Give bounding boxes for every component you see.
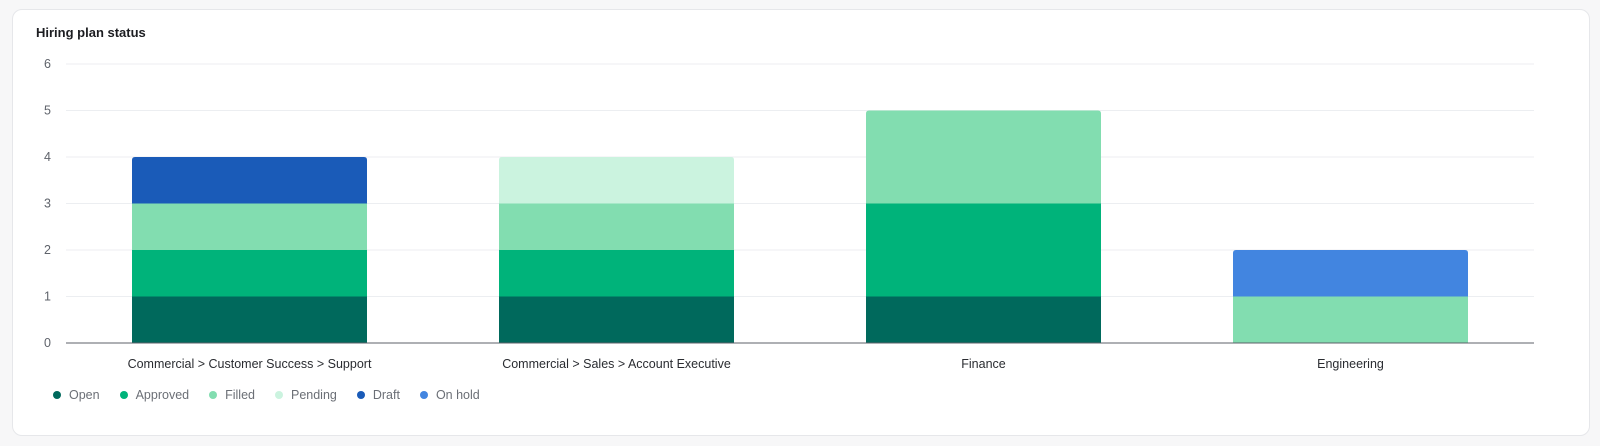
x-tick-label: Finance — [961, 357, 1006, 371]
x-tick-label: Engineering — [1317, 357, 1384, 371]
legend-item[interactable]: Open — [53, 388, 100, 402]
y-tick-label: 3 — [44, 197, 51, 211]
bar-segment — [132, 157, 367, 204]
chart-legend: Open Approved Filled Pending Draft On hold — [53, 388, 500, 402]
hiring-plan-chart: 0 1 2 3 4 5 6 Commercial > Customer Success > S… — [44, 57, 1534, 371]
bar-segment — [1233, 250, 1468, 297]
y-tick-label: 0 — [44, 336, 51, 350]
x-tick-label: Commercial > Customer Success > Support — [128, 357, 372, 371]
legend-label: Pending — [290, 388, 337, 402]
bar-segment — [866, 203, 1101, 297]
bar-segment — [499, 250, 734, 297]
legend-dot-icon — [119, 391, 128, 399]
chart-card: Hiring plan status 0 1 2 3 4 5 6 Commercial > C… — [12, 9, 1590, 436]
chart-title: Hiring plan status — [36, 25, 146, 40]
legend-dot-icon — [209, 391, 218, 399]
bar-segment — [132, 296, 367, 343]
bar-segment — [866, 110, 1101, 204]
legend-dot-icon — [419, 391, 428, 399]
bar-segment — [1233, 296, 1468, 343]
bar-segment — [499, 157, 734, 204]
y-tick-label: 2 — [44, 243, 51, 257]
legend-dot-icon — [53, 391, 61, 399]
bar-segment — [132, 250, 367, 297]
y-tick-label: 4 — [44, 150, 51, 164]
legend-item[interactable]: Draft — [356, 388, 400, 402]
legend-item[interactable]: Approved — [119, 388, 190, 402]
bar-segment — [132, 203, 367, 250]
y-tick-label: 6 — [44, 57, 51, 71]
legend-item[interactable]: Filled — [209, 388, 255, 402]
legend-item[interactable]: Pending — [274, 388, 337, 402]
legend-dot-icon — [356, 391, 365, 399]
y-tick-label: 5 — [44, 104, 51, 118]
legend-label: On hold — [435, 388, 480, 402]
bar-segment — [499, 296, 734, 343]
bar-segment — [499, 203, 734, 250]
legend-item[interactable]: On hold — [419, 388, 480, 402]
legend-label: Open — [69, 388, 100, 402]
bar-segment — [866, 296, 1101, 343]
legend-label: Approved — [135, 388, 190, 402]
x-tick-label: Commercial > Sales > Account Executive — [502, 357, 731, 371]
y-tick-label: 1 — [44, 290, 51, 304]
legend-label: Filled — [225, 388, 255, 402]
legend-dot-icon — [274, 391, 283, 399]
legend-label: Draft — [372, 388, 400, 402]
